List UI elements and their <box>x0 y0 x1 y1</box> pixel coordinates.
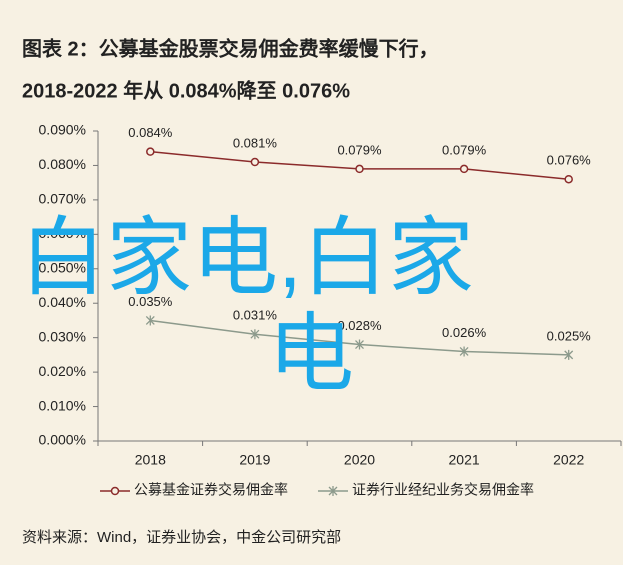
chart-subtitle: 2018-2022 年从 0.084%降至 0.076% <box>22 78 350 102</box>
y-tick-label: 0.050% <box>39 259 86 275</box>
data-label: 0.026% <box>442 325 487 340</box>
legend-label: 证券行业经纪业务交易佣金率 <box>352 482 534 498</box>
x-tick-label: 2019 <box>239 452 270 468</box>
x-tick-label: 2021 <box>449 452 480 468</box>
y-tick-label: 0.030% <box>39 328 86 344</box>
point <box>564 174 573 184</box>
data-label: 0.035% <box>128 294 173 309</box>
point <box>146 147 155 156</box>
y-tick-label: 0.060% <box>39 225 86 241</box>
point <box>250 329 260 340</box>
point <box>459 346 469 357</box>
data-label: 0.084% <box>128 125 173 140</box>
data-label: 0.031% <box>233 308 278 323</box>
data-label: 0.079% <box>337 142 382 157</box>
data-label: 0.079% <box>442 142 487 157</box>
point <box>250 157 260 167</box>
point <box>355 339 364 350</box>
x-tick-label: 2022 <box>553 452 584 468</box>
point <box>355 164 364 174</box>
source: 资料来源：Wind，证券业协会，中金公司研究部 <box>22 529 341 546</box>
point <box>459 164 469 174</box>
chart-title: 图表 2：公募基金股票交易佣金费率缓慢下行， <box>22 36 439 60</box>
data-label: 0.076% <box>547 153 592 168</box>
point <box>328 486 338 496</box>
y-tick-label: 0.000% <box>39 432 86 448</box>
data-label: 0.025% <box>547 328 592 343</box>
x-tick-label: 2018 <box>135 452 166 468</box>
point <box>110 486 120 496</box>
point <box>564 349 574 360</box>
data-label: 0.028% <box>337 318 382 333</box>
watermark: 电 <box>268 306 354 402</box>
x-tick-label: 2020 <box>344 452 375 468</box>
y-tick-label: 0.010% <box>39 397 86 413</box>
y-tick-label: 0.090% <box>39 122 86 138</box>
y-tick-label: 0.020% <box>39 363 86 379</box>
watermark: 白家电,白家 <box>20 210 474 306</box>
y-tick-label: 0.070% <box>39 191 86 207</box>
point <box>145 315 155 326</box>
y-tick-label: 0.080% <box>39 156 86 172</box>
y-tick-label: 0.040% <box>39 294 86 310</box>
legend-label: 公募基金证券交易佣金率 <box>134 482 288 498</box>
data-label: 0.081% <box>233 135 278 150</box>
